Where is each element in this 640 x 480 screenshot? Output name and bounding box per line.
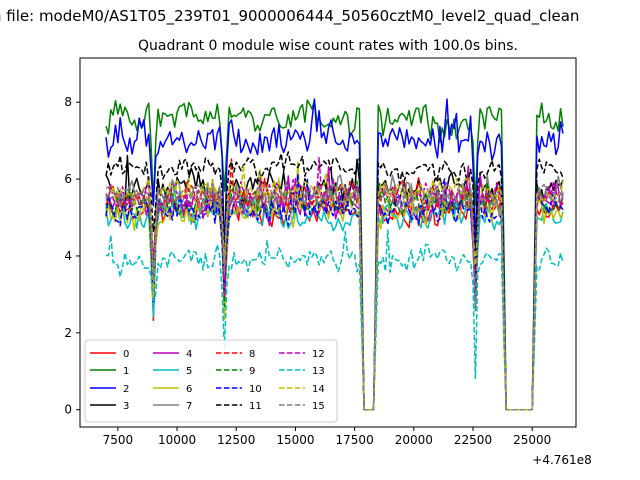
y-tick-label: 6 [64, 172, 72, 186]
legend-label-8: 8 [249, 349, 255, 360]
chart-title: Quadrant 0 module wise count rates with … [138, 38, 518, 54]
legend-label-13: 13 [312, 366, 325, 377]
legend-label-3: 3 [123, 401, 129, 412]
x-tick-label: 12500 [217, 433, 255, 447]
series-line-5 [105, 185, 564, 411]
x-tick-label: 15000 [276, 433, 314, 447]
legend-label-2: 2 [123, 384, 129, 395]
series-line-12 [105, 156, 564, 411]
legend-label-6: 6 [186, 384, 192, 395]
legend-frame [84, 339, 338, 423]
x-tick-label: 17500 [336, 433, 374, 447]
legend-label-7: 7 [186, 401, 192, 412]
y-tick-label: 0 [64, 403, 72, 417]
series-line-10 [105, 173, 564, 411]
figure-suptitle: n file: modeM0/AS1T05_239T01_9000006444_… [0, 7, 579, 26]
legend-label-10: 10 [249, 384, 262, 395]
x-tick-label: 10000 [158, 433, 196, 447]
legend-label-11: 11 [249, 401, 262, 412]
x-offset-label: +4.761e8 [532, 453, 591, 467]
y-tick-label: 4 [64, 249, 72, 263]
legend-label-9: 9 [249, 366, 255, 377]
series-line-1 [105, 99, 564, 411]
x-tick-label: 20000 [395, 433, 433, 447]
y-tick-label: 8 [64, 95, 72, 109]
legend-label-0: 0 [123, 349, 129, 360]
series-line-2 [105, 98, 564, 411]
legend-label-14: 14 [312, 384, 325, 395]
x-tick-label: 25000 [513, 433, 551, 447]
legend-label-5: 5 [186, 366, 192, 377]
legend-label-12: 12 [312, 349, 325, 360]
series-layer [105, 98, 564, 411]
series-line-14 [105, 164, 564, 411]
x-tick-label: 22500 [454, 433, 492, 447]
legend-label-15: 15 [312, 401, 325, 412]
legend-label-4: 4 [186, 349, 192, 360]
y-tick-label: 2 [64, 326, 72, 340]
x-tick-label: 7500 [103, 433, 134, 447]
series-line-15 [105, 181, 564, 411]
plot-area-frame [79, 57, 577, 428]
series-line-13 [105, 229, 564, 411]
y-axis: 0 2 4 6 8 [64, 95, 80, 417]
x-axis: 7500 10000 12500 15000 17500 20000 22500 25000 [103, 427, 551, 447]
series-line-11 [105, 151, 564, 411]
legend-label-1: 1 [123, 366, 129, 377]
